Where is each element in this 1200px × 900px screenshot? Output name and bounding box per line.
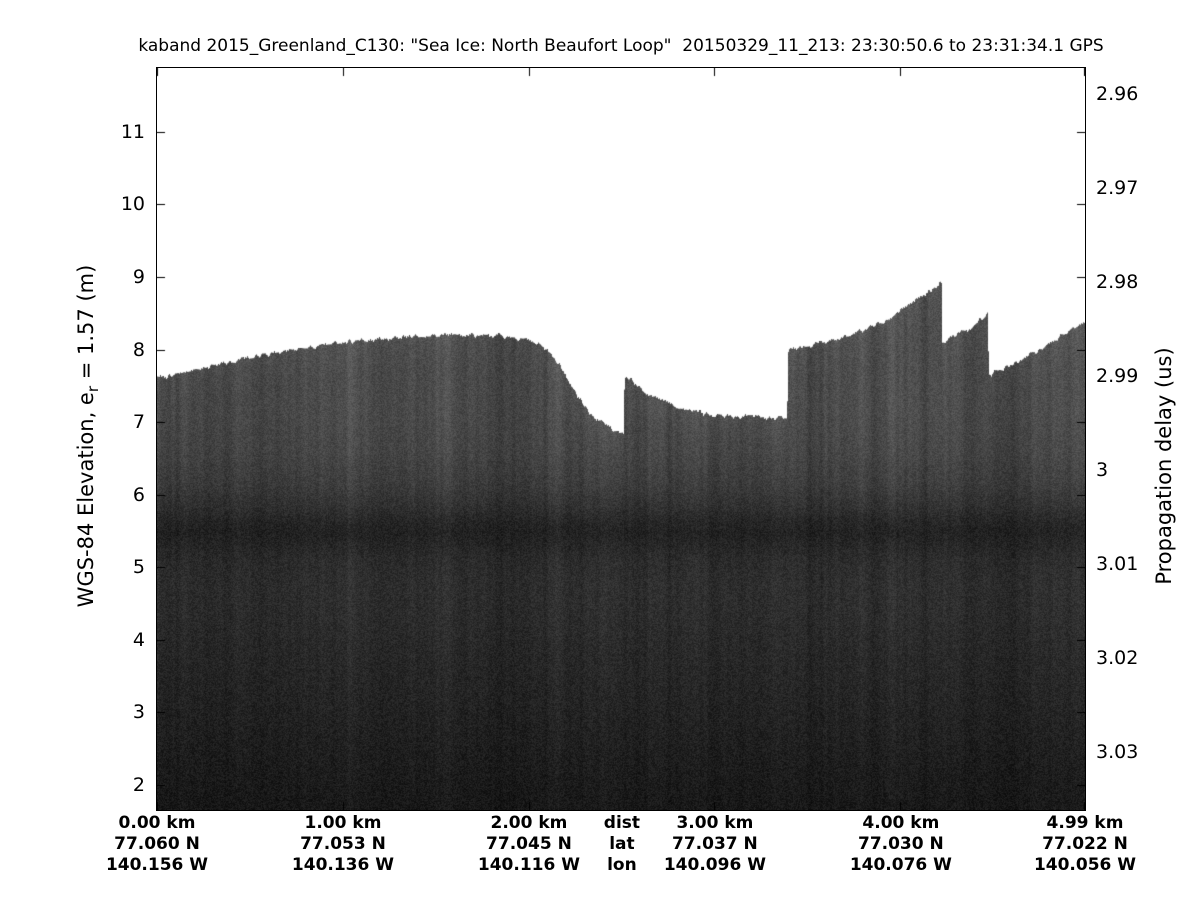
x-tick-column: 4.00 km 77.030 N 140.076 W bbox=[850, 813, 952, 876]
x-tick-column: 1.00 km 77.053 N 140.136 W bbox=[292, 813, 394, 876]
right-tick-label: 3.01 bbox=[1096, 552, 1139, 575]
x-label-row: 77.045 N bbox=[486, 834, 572, 854]
figure-title: kaband 2015_Greenland_C130: "Sea Ice: No… bbox=[138, 36, 1104, 56]
x-label-row: 77.022 N bbox=[1042, 834, 1128, 854]
left-tick-label: 10 bbox=[120, 193, 145, 216]
right-tick-label: 3.02 bbox=[1096, 646, 1139, 669]
x-label-row: dist bbox=[603, 813, 641, 833]
x-label-row: 3.00 km bbox=[676, 813, 754, 833]
x-label-row: 140.056 W bbox=[1033, 855, 1137, 875]
x-label-row: 77.053 N bbox=[300, 834, 386, 854]
left-tick-label: 11 bbox=[120, 120, 145, 143]
left-tick-label: 6 bbox=[132, 483, 145, 506]
x-tick-column: 0.00 km 77.060 N 140.156 W bbox=[106, 813, 208, 876]
x-label-row: 77.030 N bbox=[857, 834, 944, 854]
right-tick-label: 3.03 bbox=[1096, 740, 1139, 763]
right-tick-label: 2.99 bbox=[1096, 365, 1139, 388]
right-tick-label: 3 bbox=[1096, 458, 1109, 481]
x-label-row: lon bbox=[607, 855, 637, 875]
left-tick-label: 9 bbox=[132, 265, 145, 288]
x-label-row: 140.076 W bbox=[849, 855, 952, 875]
x-label-row: 1.00 km bbox=[304, 813, 382, 833]
x-label-row: 140.096 W bbox=[663, 855, 766, 875]
left-tick-label: 7 bbox=[132, 411, 145, 434]
x-label-row: 77.037 N bbox=[672, 834, 758, 854]
left-tick-label: 4 bbox=[132, 628, 145, 651]
x-tick-column: 3.00 km 77.037 N 140.096 W bbox=[664, 813, 766, 876]
radar-echogram-canvas bbox=[157, 68, 1085, 810]
plot-area bbox=[156, 67, 1086, 811]
x-label-row: 140.116 W bbox=[477, 855, 580, 875]
right-tick-label: 2.96 bbox=[1096, 83, 1139, 106]
right-tick-label: 2.98 bbox=[1096, 271, 1139, 294]
x-tick-column: 2.00 km 77.045 N 140.116 W bbox=[478, 813, 580, 876]
x-label-row: 0.00 km bbox=[118, 813, 196, 833]
right-tick-label: 2.97 bbox=[1096, 177, 1139, 200]
x-legend-column: dist lat lon bbox=[604, 813, 640, 876]
x-label-row: 140.136 W bbox=[291, 855, 395, 875]
left-tick-label: 2 bbox=[132, 773, 145, 796]
left-tick-label: 3 bbox=[132, 701, 145, 724]
left-tick-label: 5 bbox=[132, 556, 145, 579]
x-label-row: 140.156 W bbox=[105, 855, 209, 875]
x-label-row: 2.00 km bbox=[490, 813, 568, 833]
x-tick-column: 4.99 km 77.022 N 140.056 W bbox=[1034, 813, 1136, 876]
left-tick-label: 8 bbox=[132, 338, 145, 361]
left-axis-label-subscript: r bbox=[84, 385, 103, 393]
x-label-row: 4.99 km bbox=[1046, 813, 1124, 833]
x-label-row: 4.00 km bbox=[862, 813, 940, 833]
x-label-row: 77.060 N bbox=[114, 834, 200, 854]
x-label-row: lat bbox=[609, 834, 635, 854]
